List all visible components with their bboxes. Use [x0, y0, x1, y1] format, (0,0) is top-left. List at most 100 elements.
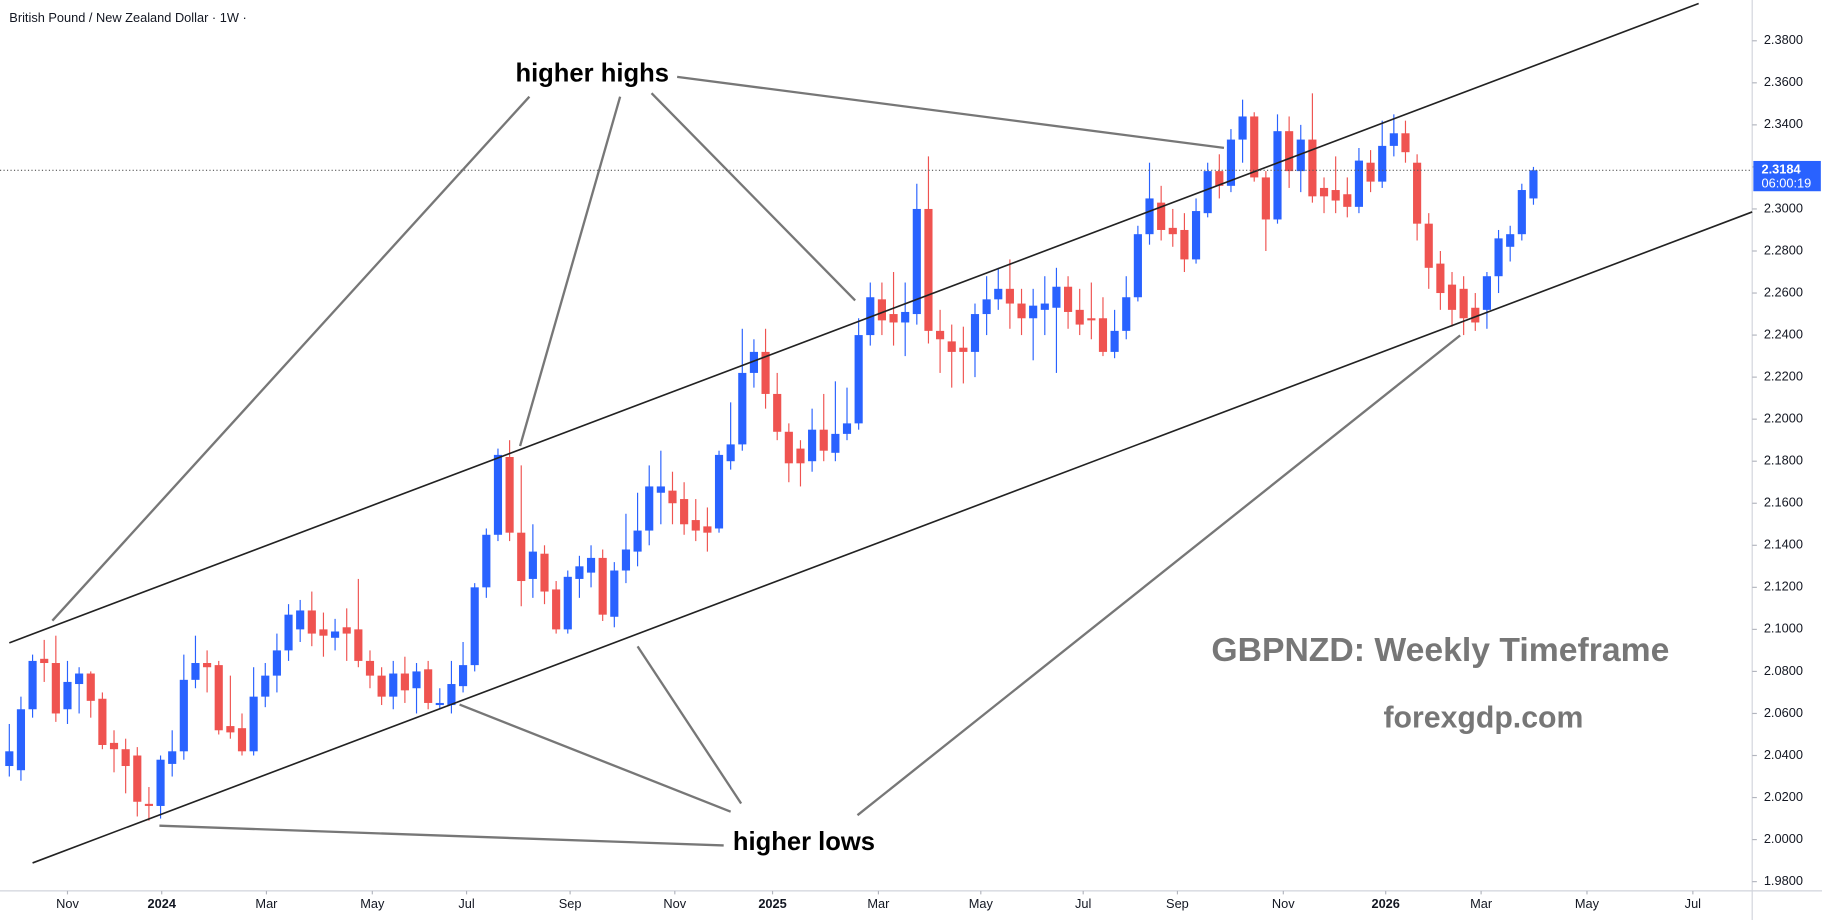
candle-body	[517, 532, 526, 582]
price-tick-label: 2.3600	[1764, 74, 1803, 89]
candle	[214, 660, 223, 735]
price-tick-label: 2.2600	[1764, 284, 1803, 299]
candle-body	[749, 351, 759, 373]
candle-body	[28, 660, 37, 710]
price-tick-label: 2.0200	[1764, 789, 1803, 804]
upper-channel-line	[9, 2, 1699, 644]
candle	[598, 549, 607, 621]
candle	[901, 282, 910, 357]
candle	[75, 667, 84, 714]
candle	[1261, 171, 1270, 251]
price-tick-label: 2.2400	[1764, 326, 1803, 341]
arrow-line	[51, 95, 531, 622]
price-tick-label: 2.3000	[1764, 200, 1803, 215]
arrow-line	[159, 824, 724, 847]
candle-body	[703, 526, 712, 533]
candle	[354, 578, 363, 668]
candle-body	[1063, 286, 1073, 312]
candle	[1494, 229, 1503, 294]
candle-body	[1040, 303, 1049, 310]
candle	[1471, 293, 1480, 331]
candle	[970, 303, 980, 378]
candle-body	[342, 627, 351, 634]
candle-body	[86, 673, 95, 701]
candle-body	[1168, 227, 1177, 235]
candle-body	[51, 663, 60, 714]
watermark-title: GBPNZD: Weekly Timeframe	[1211, 631, 1669, 669]
time-tick-label: Mar	[1470, 896, 1493, 911]
time-tick-label: Jul	[1685, 896, 1701, 911]
candle-body	[1389, 133, 1398, 146]
candle-body	[75, 673, 84, 685]
time-tick-label: Jul	[458, 896, 474, 911]
candle-body	[1506, 234, 1515, 247]
price-tick-label: 2.1800	[1764, 453, 1803, 468]
time-tick-label: Mar	[867, 896, 890, 911]
candle-body	[319, 629, 328, 636]
candle-body	[1401, 133, 1410, 153]
price-tick-label: 2.2800	[1764, 242, 1803, 257]
candle	[424, 660, 433, 710]
candle-body	[1354, 160, 1364, 207]
candle	[1401, 120, 1410, 163]
candle-body	[5, 751, 14, 767]
annotation: higher lows	[733, 828, 875, 856]
candle	[1052, 267, 1061, 373]
candle-body	[1343, 194, 1352, 207]
candle	[1017, 288, 1026, 336]
candle	[831, 381, 840, 462]
candle	[144, 787, 153, 821]
candle-body	[133, 755, 142, 802]
time-tick-label: Nov	[1272, 896, 1295, 911]
candle	[1168, 208, 1177, 247]
candle	[517, 465, 526, 607]
candle	[284, 604, 293, 661]
candle-body	[203, 663, 212, 668]
candle-body	[1122, 297, 1131, 331]
candle	[1040, 276, 1049, 336]
candle	[40, 639, 49, 682]
candle	[1424, 213, 1433, 289]
candle-body	[1331, 190, 1340, 201]
candle	[272, 633, 281, 693]
candle-body	[831, 433, 840, 453]
candle	[761, 328, 770, 409]
candle-body	[970, 314, 980, 352]
candle	[86, 671, 95, 718]
candle	[1122, 276, 1131, 340]
candle-body	[505, 457, 514, 533]
candle-body	[493, 454, 503, 535]
candle	[121, 738, 130, 794]
candle-body	[738, 372, 747, 445]
arrow-line	[650, 92, 856, 302]
candle-body	[691, 520, 700, 531]
candle	[959, 326, 968, 384]
candle-body	[1215, 171, 1224, 186]
candle-body	[1436, 263, 1445, 294]
time-tick-label: May	[1575, 896, 1600, 911]
price-tick-label: 2.3400	[1764, 116, 1803, 131]
candle-body	[98, 698, 107, 745]
candle	[226, 675, 235, 739]
candle-body	[1273, 131, 1282, 220]
candle	[1215, 154, 1224, 199]
candle-body	[761, 351, 770, 394]
time-tick-label: Nov	[663, 896, 686, 911]
candle-body	[819, 429, 828, 451]
candle	[1075, 288, 1084, 336]
candle	[1029, 288, 1038, 361]
candle-body	[249, 696, 258, 752]
candle	[749, 339, 759, 388]
time-tick-label: 2026	[1371, 896, 1399, 911]
candle	[668, 471, 677, 525]
candle	[1366, 150, 1375, 193]
candle	[1319, 177, 1329, 214]
candle-body	[1459, 288, 1468, 319]
candle-body	[575, 566, 584, 579]
candle	[1506, 225, 1515, 262]
arrow-line	[518, 96, 622, 447]
candle	[493, 448, 503, 542]
candle-body	[1517, 190, 1526, 235]
candle-body	[284, 614, 293, 651]
price-tick-label: 2.2000	[1764, 411, 1803, 426]
